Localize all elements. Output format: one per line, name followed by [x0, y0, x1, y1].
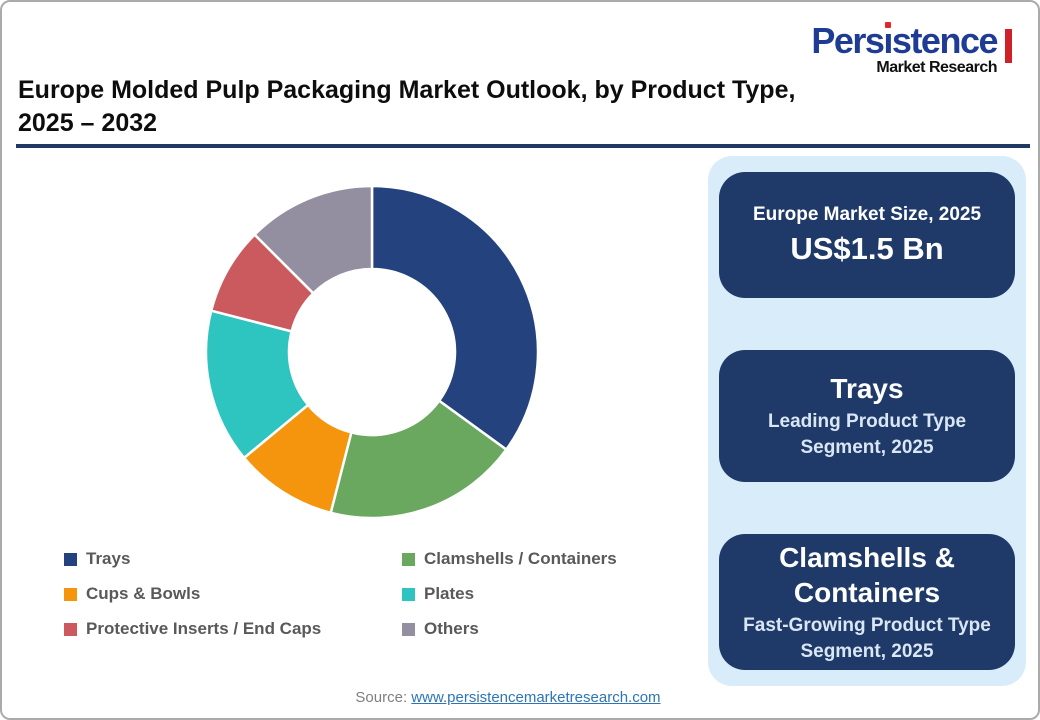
page-title-line2: 2025 – 2032 — [18, 109, 158, 137]
brand-red-bar-icon — [1005, 29, 1012, 63]
fast-growing-segment-title: Clamshells & Containers — [779, 541, 955, 608]
title-divider — [16, 144, 1030, 148]
donut-segment-5 — [253, 184, 374, 295]
market-size-card: Europe Market Size, 2025 US$1.5 Bn — [719, 172, 1015, 298]
legend-item: Trays — [64, 549, 402, 569]
brand-logo-text: Persıstence Market Research — [811, 20, 998, 77]
legend-swatch-icon — [64, 587, 77, 601]
legend-label: Cups & Bowls — [86, 584, 201, 603]
source-label: Source: — [355, 689, 408, 706]
legend-item: Protective Inserts / End Caps — [64, 619, 402, 639]
legend-swatch-icon — [402, 552, 415, 566]
legend-item: Others — [402, 619, 617, 639]
leading-segment-card: Trays Leading Product Type Segment, 2025 — [719, 350, 1015, 482]
page-title: Europe Molded Pulp Packaging Market Outl… — [18, 74, 918, 140]
legend-swatch-icon — [402, 622, 415, 636]
legend-swatch-icon — [64, 622, 77, 636]
legend-label: Protective Inserts / End Caps — [86, 619, 322, 638]
fast-growing-segment-subtitle: Fast-Growing Product Type Segment, 2025 — [743, 614, 991, 662]
brand-i-red-dot: ı — [883, 20, 893, 61]
legend-label: Clamshells / Containers — [424, 549, 617, 568]
legend-item: Cups & Bowls — [64, 584, 402, 604]
legend-label: Plates — [424, 584, 475, 603]
page-title-line1: Europe Molded Pulp Packaging Market Outl… — [18, 76, 796, 104]
legend-label: Others — [424, 619, 479, 638]
legend-label: Trays — [86, 549, 131, 568]
legend-swatch-icon — [402, 587, 415, 601]
market-size-value: US$1.5 Bn — [790, 230, 944, 266]
legend-item: Clamshells / Containers — [402, 549, 617, 569]
source-link[interactable]: www.persistencemarketresearch.com — [411, 689, 661, 706]
market-size-card-title: Europe Market Size, 2025 — [752, 203, 982, 225]
legend-swatch-icon — [64, 552, 77, 566]
fast-growing-segment-card: Clamshells & Containers Fast-Growing Pro… — [719, 534, 1015, 670]
brand-subtitle: Market Research — [876, 59, 997, 77]
brand-logo: Persıstence Market Research — [811, 20, 1012, 77]
brand-name: Persıstence — [811, 20, 998, 61]
chart-legend: Trays Clamshells / Containers Cups & Bowls… — [64, 549, 617, 639]
source-line: Source: www.persistencemarketresearch.co… — [2, 689, 1014, 706]
legend-item: Plates — [402, 584, 617, 604]
donut-chart — [204, 184, 540, 520]
leading-segment-subtitle: Leading Product Type Segment, 2025 — [767, 411, 967, 458]
donut-segment-1 — [329, 399, 508, 520]
highlight-panel: Europe Market Size, 2025 US$1.5 Bn Trays… — [708, 156, 1026, 686]
leading-segment-title: Trays — [830, 373, 904, 405]
donut-segment-0 — [370, 184, 540, 451]
